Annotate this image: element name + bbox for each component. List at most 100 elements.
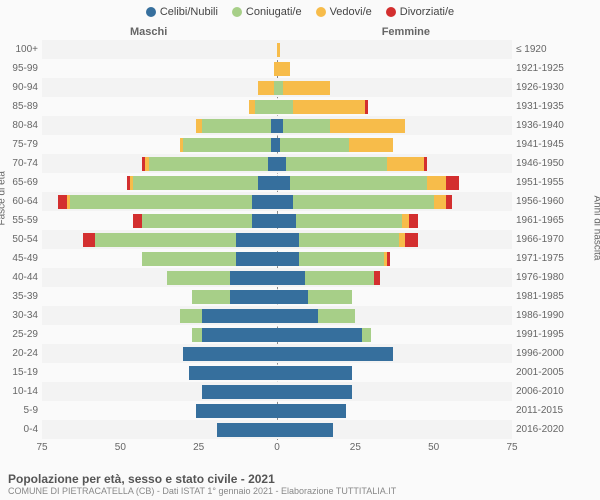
segment — [83, 233, 96, 247]
segment — [133, 214, 142, 228]
segment — [296, 214, 403, 228]
segment — [95, 233, 236, 247]
birth-year-label: ≤ 1920 — [516, 44, 598, 55]
age-label: 25-29 — [0, 329, 38, 340]
birth-year-label: 1991-1995 — [516, 329, 598, 340]
birth-year-label: 1956-1960 — [516, 196, 598, 207]
segment — [299, 252, 384, 266]
segment — [277, 100, 293, 114]
pyramid-row: 90-941926-1930 — [42, 78, 512, 97]
birth-year-label: 2001-2005 — [516, 367, 598, 378]
bars-female — [277, 138, 393, 152]
legend-label: Celibi/Nubili — [160, 6, 218, 18]
bars-male — [189, 366, 277, 380]
segment — [230, 290, 277, 304]
bars-female — [277, 157, 427, 171]
bars-female — [277, 62, 290, 76]
segment — [252, 214, 277, 228]
age-label: 55-59 — [0, 215, 38, 226]
segment — [308, 290, 352, 304]
birth-year-label: 1996-2000 — [516, 348, 598, 359]
segment — [277, 309, 318, 323]
pyramid-row: 85-891931-1935 — [42, 97, 512, 116]
age-label: 40-44 — [0, 272, 38, 283]
age-label: 85-89 — [0, 101, 38, 112]
segment — [387, 157, 425, 171]
age-label: 75-79 — [0, 139, 38, 150]
pyramid-row: 30-341986-1990 — [42, 306, 512, 325]
bars-female — [277, 328, 371, 342]
legend-label: Vedovi/e — [330, 6, 372, 18]
bars-female — [277, 100, 368, 114]
bars-male — [183, 347, 277, 361]
pyramid-row: 35-391981-1985 — [42, 287, 512, 306]
bars-male — [142, 252, 277, 266]
segment — [277, 271, 305, 285]
segment — [277, 43, 280, 57]
segment — [365, 100, 368, 114]
birth-year-label: 1951-1955 — [516, 177, 598, 188]
segment — [258, 81, 274, 95]
bars-male — [133, 214, 277, 228]
segment — [362, 328, 371, 342]
age-label: 5-9 — [0, 405, 38, 416]
bars-female — [277, 214, 418, 228]
bars-male — [192, 290, 277, 304]
age-label: 100+ — [0, 44, 38, 55]
bars-female — [277, 271, 380, 285]
segment — [167, 271, 230, 285]
segment — [277, 157, 286, 171]
segment — [387, 252, 390, 266]
birth-year-label: 1971-1975 — [516, 253, 598, 264]
segment — [424, 157, 427, 171]
legend-swatch — [232, 7, 242, 17]
label-femmine: Femmine — [382, 26, 430, 38]
age-label: 15-19 — [0, 367, 38, 378]
age-label: 30-34 — [0, 310, 38, 321]
legend-item: Celibi/Nubili — [146, 6, 218, 18]
legend-item: Coniugati/e — [232, 6, 302, 18]
segment — [70, 195, 252, 209]
segment — [133, 176, 258, 190]
bars-male — [196, 404, 277, 418]
segment — [349, 138, 393, 152]
birth-year-label: 1931-1935 — [516, 101, 598, 112]
chart-area: 100+≤ 192095-991921-192590-941926-193085… — [42, 40, 512, 440]
x-tick: 75 — [506, 442, 517, 453]
segment — [446, 176, 459, 190]
segment — [202, 328, 277, 342]
birth-year-label: 2011-2015 — [516, 405, 598, 416]
segment — [196, 404, 277, 418]
age-label: 0-4 — [0, 424, 38, 435]
birth-year-label: 1941-1945 — [516, 139, 598, 150]
legend-item: Divorziati/e — [386, 6, 454, 18]
bars-female — [277, 366, 352, 380]
segment — [277, 328, 362, 342]
birth-year-label: 1966-1970 — [516, 234, 598, 245]
segment — [180, 309, 202, 323]
bars-female — [277, 81, 330, 95]
title-block: Popolazione per età, sesso e stato civil… — [8, 472, 592, 496]
bars-female — [277, 43, 280, 57]
segment — [202, 119, 271, 133]
segment — [277, 385, 352, 399]
birth-year-label: 2016-2020 — [516, 424, 598, 435]
age-label: 95-99 — [0, 63, 38, 74]
segment — [305, 271, 374, 285]
bars-female — [277, 404, 346, 418]
age-label: 35-39 — [0, 291, 38, 302]
bars-female — [277, 176, 459, 190]
pyramid-row: 45-491971-1975 — [42, 249, 512, 268]
pyramid-row: 65-691951-1955 — [42, 173, 512, 192]
age-label: 20-24 — [0, 348, 38, 359]
x-tick: 0 — [274, 442, 280, 453]
segment — [277, 252, 299, 266]
legend-label: Coniugati/e — [246, 6, 302, 18]
segment — [277, 214, 296, 228]
segment — [277, 195, 293, 209]
segment — [283, 81, 330, 95]
segment — [277, 423, 333, 437]
bars-male — [217, 423, 277, 437]
segment — [409, 214, 418, 228]
bars-female — [277, 347, 393, 361]
